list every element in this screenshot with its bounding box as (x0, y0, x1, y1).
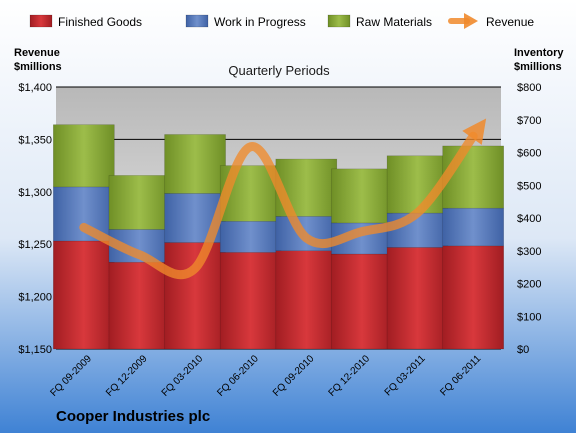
right-axis-ticks: $0 $100 $200 $300 $400 $500 $600 $700 $800 (517, 82, 541, 356)
bar-finished-goods (108, 261, 171, 350)
bar-raw-materials (331, 168, 393, 224)
right-tick-label: $300 (517, 246, 541, 258)
right-axis-label-line2: $millions (514, 61, 562, 73)
bar-work-in-progress (53, 186, 115, 242)
right-tick-label: $400 (517, 213, 541, 225)
legend-label: Revenue (486, 15, 534, 29)
right-tick-label: $600 (517, 148, 541, 160)
legend-arrow-head (464, 13, 478, 29)
legend-swatch (327, 14, 351, 28)
bar-finished-goods (331, 253, 393, 350)
bar-finished-goods (275, 250, 338, 350)
left-tick-label: $1,250 (18, 239, 52, 251)
right-axis-label-line1: Inventory (514, 47, 564, 59)
revenue-line-group (79, 118, 487, 280)
company-name: Cooper Industries plc (56, 408, 210, 425)
right-tick-label: $700 (517, 115, 541, 127)
bar-finished-goods (164, 242, 226, 350)
bar-raw-materials (108, 175, 171, 230)
chart-subtitle: Quarterly Periods (228, 63, 330, 78)
left-axis-ticks: $1,150 $1,200 $1,250 $1,300 $1,350 $1,400 (18, 82, 52, 356)
right-tick-label: $0 (517, 344, 529, 356)
legend: Finished Goods Work in Progress Raw Materi… (29, 13, 534, 29)
legend-label: Finished Goods (58, 15, 142, 29)
bar-work-in-progress (386, 212, 449, 248)
bar-finished-goods (53, 240, 115, 350)
legend-swatch (185, 14, 209, 28)
bar-raw-materials (164, 134, 226, 194)
left-tick-label: $1,300 (18, 187, 52, 199)
bar-finished-goods (219, 252, 282, 350)
bar-work-in-progress (442, 207, 504, 247)
left-tick-label: $1,150 (18, 344, 52, 356)
bar-raw-materials (53, 124, 115, 188)
left-tick-label: $1,400 (18, 82, 52, 94)
right-tick-label: $200 (517, 279, 541, 291)
legend-swatch (29, 14, 53, 28)
left-tick-label: $1,350 (18, 134, 52, 146)
left-tick-label: $1,200 (18, 292, 52, 304)
bar-work-in-progress (219, 221, 282, 253)
legend-label: Raw Materials (356, 15, 432, 29)
bar-raw-materials (442, 145, 504, 209)
bar-finished-goods (386, 247, 449, 350)
bar-finished-goods (442, 245, 504, 350)
left-axis-label-line1: Revenue (14, 47, 60, 59)
right-tick-label: $500 (517, 180, 541, 192)
right-tick-label: $100 (517, 311, 541, 323)
revenue-arrowhead (462, 118, 487, 145)
left-axis-label-line2: $millions (14, 61, 62, 73)
revenue-line (79, 131, 478, 280)
right-tick-label: $800 (517, 82, 541, 94)
legend-label: Work in Progress (214, 15, 306, 29)
